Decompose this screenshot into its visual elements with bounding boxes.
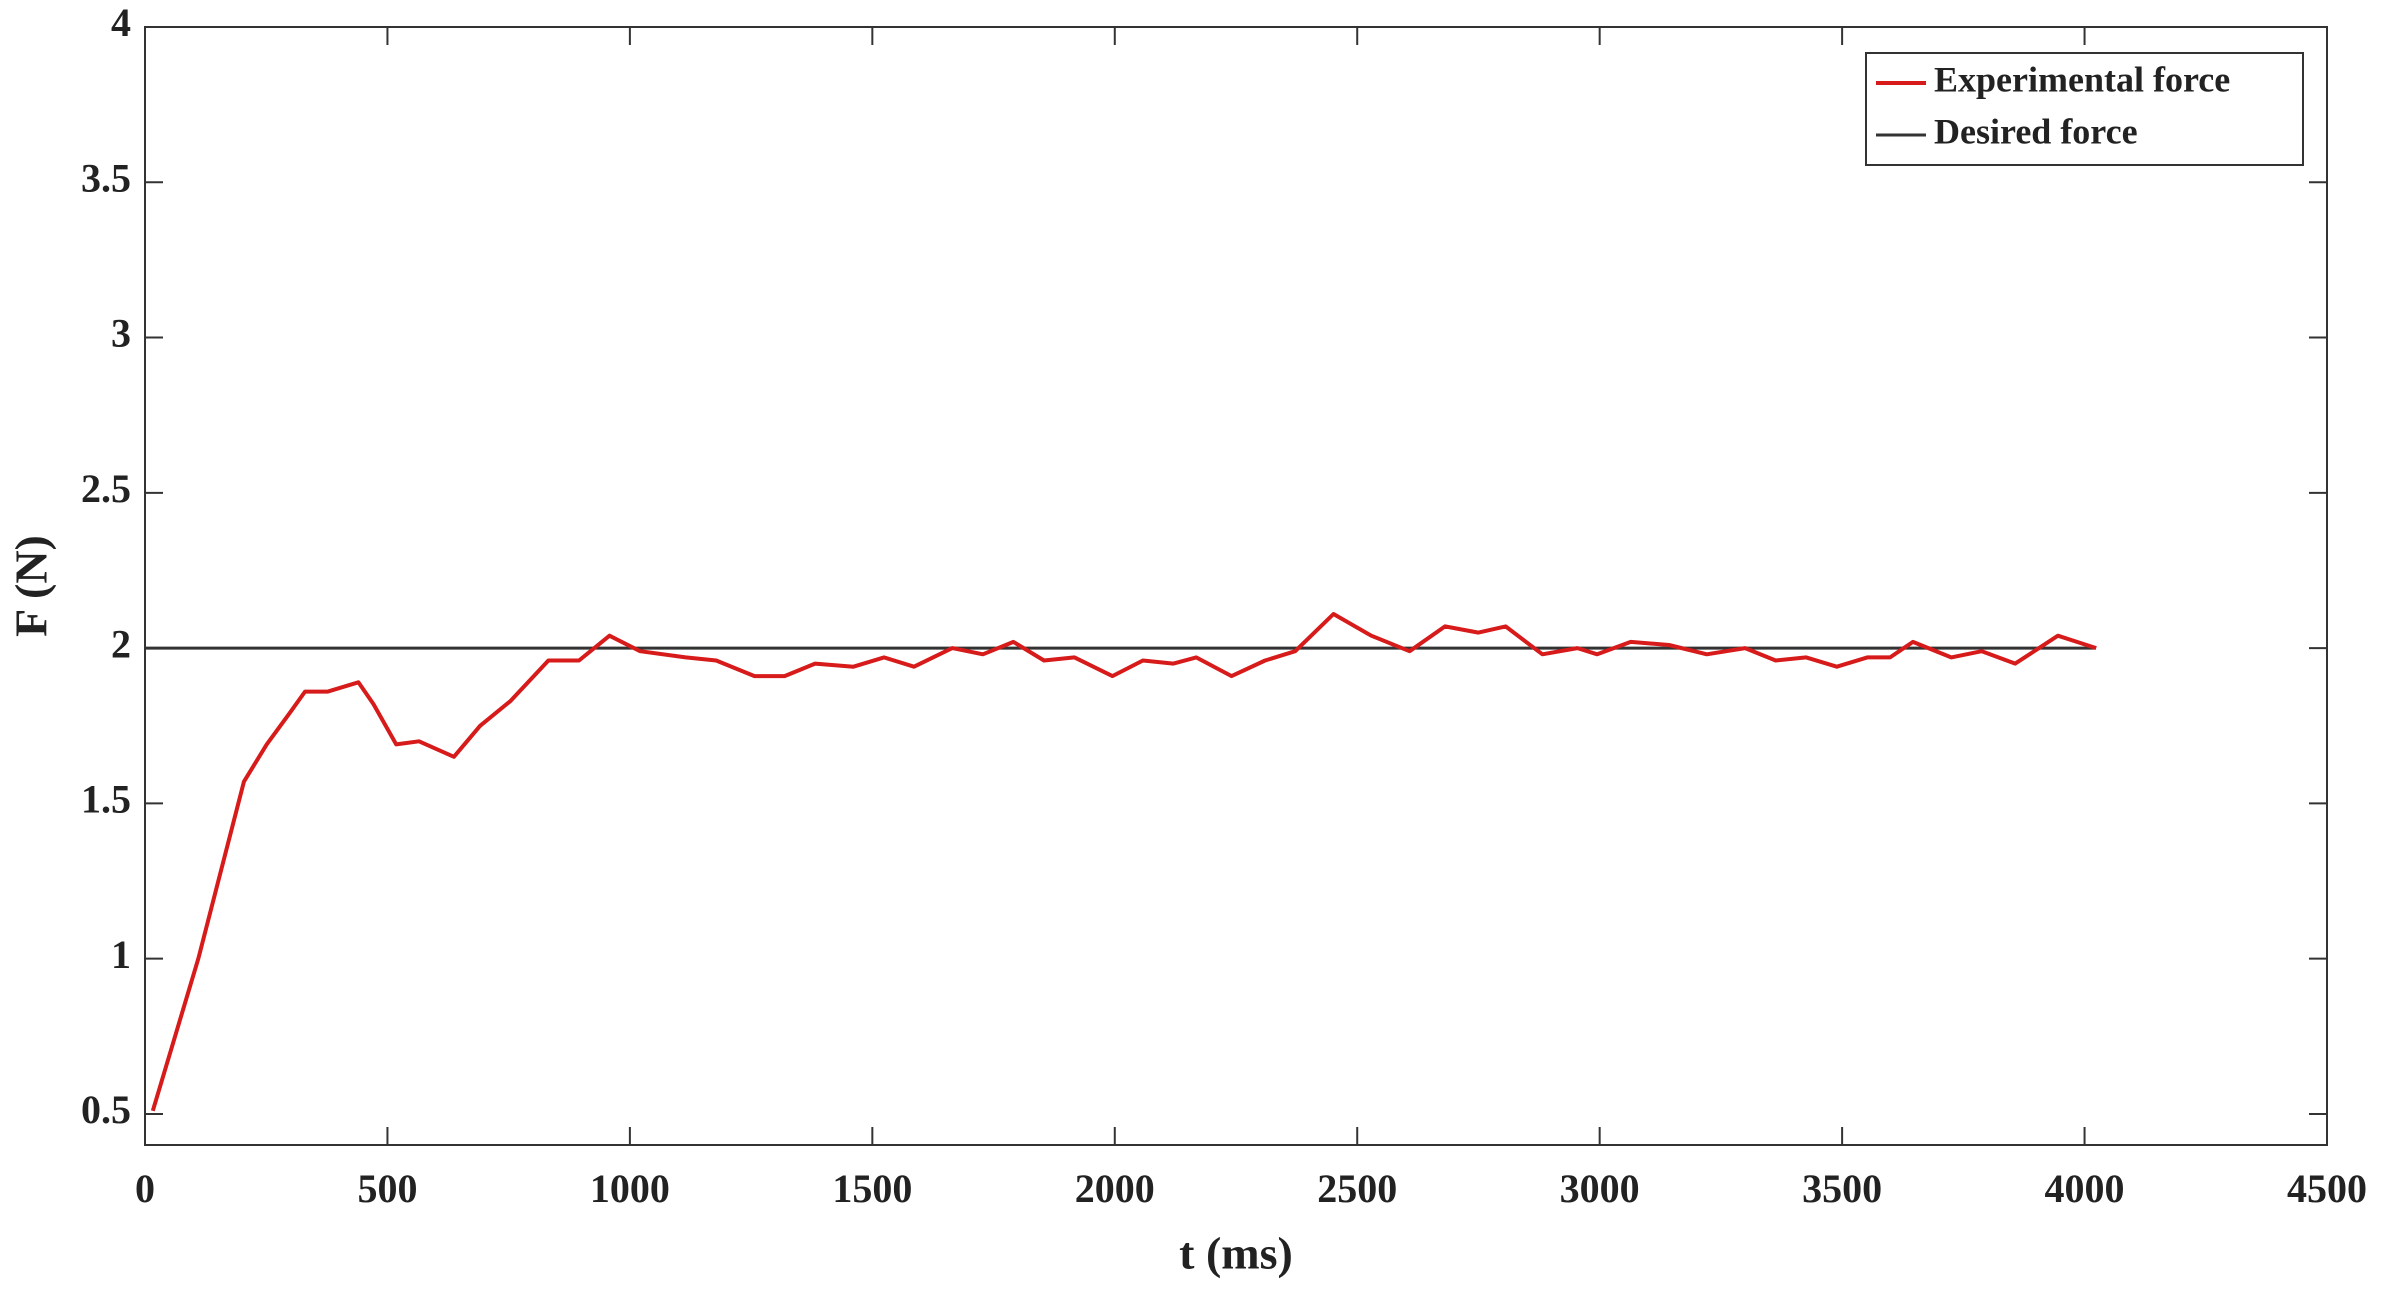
x-tick-label: 2000	[1075, 1166, 1155, 1211]
y-tick-label: 3	[111, 311, 131, 356]
legend-label: Desired force	[1934, 111, 2138, 151]
y-tick-label: 4	[111, 0, 131, 45]
x-tick-label: 1000	[590, 1166, 670, 1211]
x-tick-label: 4500	[2287, 1166, 2367, 1211]
y-tick-label: 1	[111, 932, 131, 977]
x-tick-label: 2500	[1317, 1166, 1397, 1211]
x-tick-label: 3000	[1560, 1166, 1640, 1211]
legend-box	[1865, 52, 2304, 166]
x-tick-label: 500	[357, 1166, 417, 1211]
legend-label: Experimental force	[1934, 59, 2230, 99]
y-axis-label: F (N)	[6, 535, 57, 637]
y-tick-label: 2.5	[81, 466, 131, 511]
plot-frame	[144, 26, 2328, 1146]
x-tick-label: 3500	[1802, 1166, 1882, 1211]
y-tick-label: 1.5	[81, 777, 131, 822]
data-line	[150, 612, 2097, 1112]
y-tick-label: 0.5	[81, 1087, 131, 1132]
y-tick-label: 2	[111, 621, 131, 666]
x-axis-label: t (ms)	[1179, 1228, 1293, 1279]
x-tick-label: 1500	[832, 1166, 912, 1211]
y-tick-label: 3.5	[81, 155, 131, 200]
x-tick-label: 0	[135, 1166, 155, 1211]
x-tick-label: 4000	[2045, 1166, 2125, 1211]
